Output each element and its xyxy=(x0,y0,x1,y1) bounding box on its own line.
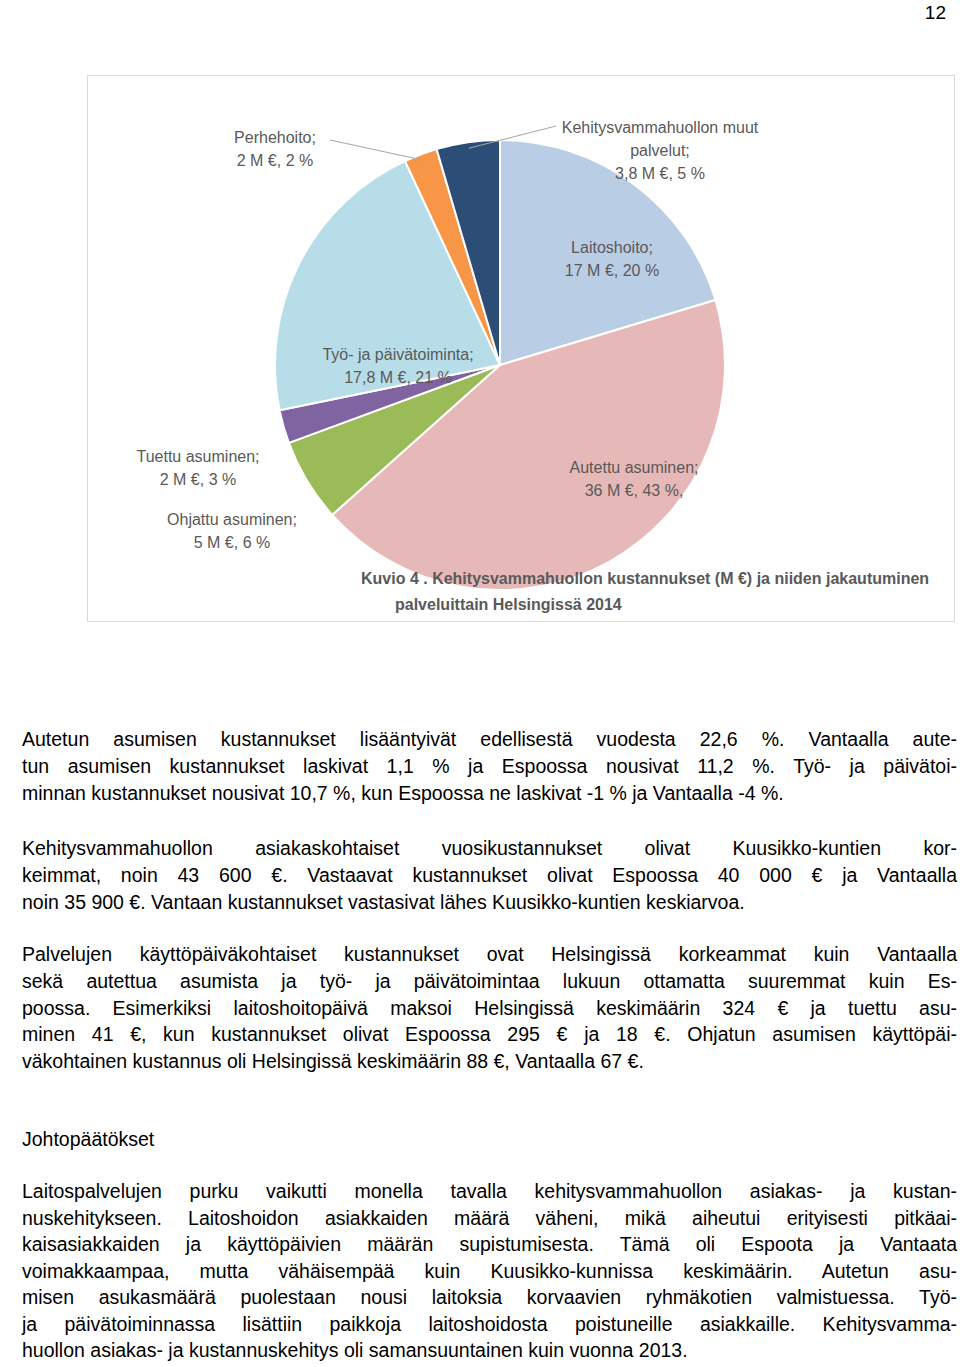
paragraph-line: poossa. Esimerkiksi laitoshoitopäivä mak… xyxy=(22,997,957,1020)
conclusion-line: nuskehitykseen. Laitoshoidon asiakkaiden… xyxy=(22,1207,957,1230)
conclusion-line: ja päivätoiminnassa lisättiin paikkoja l… xyxy=(22,1313,957,1336)
paragraph-line: sekä autettua asumista ja työ- ja päivät… xyxy=(22,970,957,993)
label-value: 17 M €, 20 % xyxy=(527,259,697,282)
leader-line xyxy=(469,126,556,148)
label-category: Autettu asuminen; xyxy=(519,456,749,479)
paragraph-line: väkohtainen kustannus oli Helsingissä ke… xyxy=(22,1050,957,1073)
label-category: Laitoshoito; xyxy=(527,236,697,259)
data-label: Tuettu asuminen;2 M €, 3 % xyxy=(103,445,293,491)
chart-caption: palveluittain Helsingissä 2014 xyxy=(395,596,622,614)
pie-slice xyxy=(437,140,500,365)
heading: Johtopäätökset xyxy=(22,1128,154,1151)
conclusion-line: huollon asiakas- ja kustannuskehitys oli… xyxy=(22,1339,957,1362)
data-label: Kehitysvammahuollon muut palvelut;3,8 M … xyxy=(555,116,765,185)
label-category: Tuettu asuminen; xyxy=(103,445,293,468)
label-category: Kehitysvammahuollon muut palvelut; xyxy=(555,116,765,162)
paragraph-line: Palvelujen käyttöpäiväkohtaiset kustannu… xyxy=(22,943,957,966)
chart-svg xyxy=(0,0,960,1367)
page-number: 12 xyxy=(925,2,946,24)
conclusion-line: Laitospalvelujen purku vaikutti monella … xyxy=(22,1180,957,1203)
label-value: 5 M €, 6 % xyxy=(137,531,327,554)
conclusion-line: kaisasiakkaiden ja käyttöpäivien määrän … xyxy=(22,1233,957,1256)
data-label: Perhehoito;2 M €, 2 % xyxy=(200,126,350,172)
paragraph-line: keimmat, noin 43 600 €. Vastaavat kustan… xyxy=(22,864,957,887)
label-category: Työ- ja päivätoiminta; xyxy=(273,343,523,366)
paragraph-line: tun asumisen kustannukset laskivat 1,1 %… xyxy=(22,755,957,778)
conclusion-line: voimakkaampaa, mutta vähäisempää kuin Ku… xyxy=(22,1260,957,1283)
label-value: 2 M €, 2 % xyxy=(200,149,350,172)
conclusion-line: misen asukasmäärä puolestaan nousi laito… xyxy=(22,1286,957,1309)
paragraph-line: noin 35 900 €. Vantaan kustannukset vast… xyxy=(22,891,957,914)
chart-frame xyxy=(88,76,955,622)
label-category: Ohjattu asuminen; xyxy=(137,508,327,531)
data-label: Ohjattu asuminen;5 M €, 6 % xyxy=(137,508,327,554)
data-label: Laitoshoito;17 M €, 20 % xyxy=(527,236,697,282)
paragraph-line: minen 41 €, kun kustannukset olivat Espo… xyxy=(22,1023,957,1046)
paragraph-line: Kehitysvammahuollon asiakaskohtaiset vuo… xyxy=(22,837,957,860)
label-value: 36 M €, 43 %, xyxy=(519,479,749,502)
chart-caption: Kuvio 4 . Kehitysvammahuollon kustannuks… xyxy=(361,570,929,588)
paragraph-line: Autetun asumisen kustannukset lisääntyiv… xyxy=(22,728,957,751)
label-value: 2 M €, 3 % xyxy=(103,468,293,491)
label-value: 17,8 M €, 21 % xyxy=(273,366,523,389)
pie xyxy=(275,140,725,590)
data-label: Työ- ja päivätoiminta;17,8 M €, 21 % xyxy=(273,343,523,389)
label-category: Perhehoito; xyxy=(200,126,350,149)
paragraph-line: minnan kustannukset nousivat 10,7 %, kun… xyxy=(22,782,957,805)
data-label: Autettu asuminen;36 M €, 43 %, xyxy=(519,456,749,502)
label-value: 3,8 M €, 5 % xyxy=(555,162,765,185)
leader-line xyxy=(330,140,423,160)
